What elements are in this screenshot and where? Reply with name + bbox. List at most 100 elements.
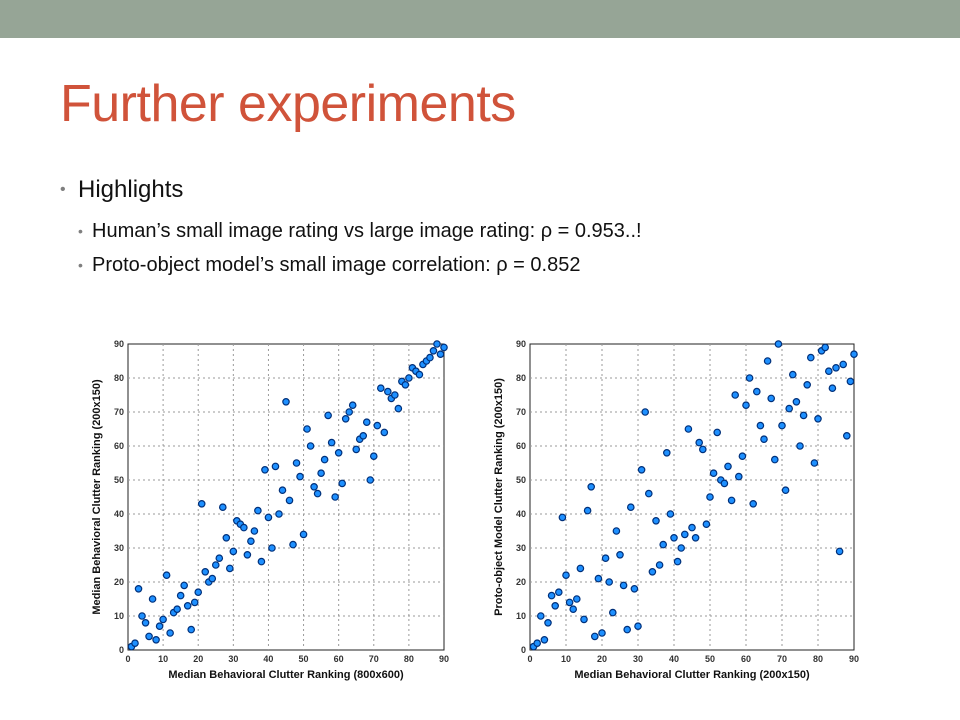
data-point: [774, 340, 783, 348]
data-point: [376, 384, 385, 393]
data-point: [187, 625, 196, 634]
y-tick-label: 10: [516, 611, 526, 621]
y-tick-label: 80: [516, 373, 526, 383]
data-point: [334, 449, 343, 457]
data-point: [731, 391, 740, 399]
data-point: [738, 452, 747, 461]
data-point: [770, 455, 779, 464]
data-point: [394, 404, 403, 413]
data-point: [138, 612, 146, 620]
data-point: [824, 367, 833, 376]
data-point: [681, 530, 689, 539]
data-point: [369, 452, 378, 461]
data-point: [785, 404, 794, 413]
data-point: [544, 618, 552, 627]
data-point: [612, 527, 621, 535]
x-axis-label: Median Behavioral Clutter Ranking (200x1…: [574, 669, 810, 681]
data-point: [264, 513, 273, 522]
data-point: [594, 574, 603, 583]
data-point: [616, 551, 624, 559]
data-point: [366, 476, 375, 484]
data-point: [641, 408, 650, 416]
data-point: [433, 340, 441, 348]
y-axis-label: Median Behavioral Clutter Ranking (200x1…: [91, 379, 103, 615]
data-point: [562, 571, 570, 580]
x-tick-label: 0: [527, 654, 532, 664]
data-point: [173, 605, 181, 614]
data-point: [767, 394, 776, 403]
data-point: [763, 357, 772, 365]
data-point: [623, 625, 632, 634]
data-point: [317, 469, 325, 478]
data-point: [352, 445, 361, 454]
data-point: [313, 489, 322, 498]
data-point: [814, 415, 822, 423]
sub-bullet-item: Human’s small image rating vs large imag…: [78, 214, 940, 248]
y-tick-label: 50: [114, 475, 124, 485]
data-point: [695, 438, 704, 447]
data-point: [835, 547, 844, 556]
y-tick-label: 20: [516, 577, 526, 587]
x-tick-label: 80: [404, 654, 414, 664]
data-point: [627, 503, 635, 512]
data-point: [533, 639, 542, 648]
data-point: [619, 581, 628, 590]
data-point: [292, 459, 301, 467]
data-point: [134, 585, 143, 593]
x-tick-label: 0: [125, 654, 130, 664]
data-point: [637, 466, 646, 474]
data-point: [440, 343, 448, 352]
data-point: [362, 418, 371, 427]
scatter-plots-figure: 0 10 20 30 40 50 60 70 80 90 0 10 20 30 40 50 60 70 80 90 Me…: [86, 336, 866, 688]
data-point: [799, 411, 808, 420]
data-point: [131, 639, 139, 648]
data-point: [540, 635, 549, 644]
x-tick-label: 30: [228, 654, 238, 664]
data-point: [197, 500, 206, 508]
data-point: [659, 540, 668, 549]
data-point: [208, 574, 217, 583]
x-axis-label: Median Behavioral Clutter Ranking (800x6…: [168, 669, 404, 681]
x-tick-label: 10: [561, 654, 571, 664]
data-point: [666, 510, 675, 518]
x-tick-label: 40: [669, 654, 679, 664]
data-point: [601, 554, 610, 563]
data-point: [842, 432, 851, 440]
data-point: [426, 353, 434, 362]
data-point: [749, 500, 758, 508]
sub-bullet-item: Proto-object model’s small image correla…: [78, 248, 940, 282]
y-tick-label: 90: [516, 339, 526, 349]
data-point: [271, 462, 280, 471]
data-point: [254, 506, 262, 515]
data-point: [591, 632, 599, 641]
data-point: [727, 496, 736, 505]
data-point: [555, 588, 563, 597]
y-tick-label: 40: [516, 509, 526, 519]
data-point: [415, 370, 424, 379]
data-point: [211, 561, 220, 569]
data-point: [536, 612, 545, 620]
data-point: [792, 398, 801, 406]
data-point: [609, 608, 617, 617]
data-point: [310, 483, 318, 491]
data-point: [222, 534, 231, 542]
data-point: [645, 489, 653, 498]
data-point: [558, 513, 567, 522]
data-point: [268, 544, 276, 552]
x-tick-label: 20: [597, 654, 607, 664]
data-point: [331, 493, 339, 501]
data-point: [655, 561, 664, 569]
y-tick-label: 0: [521, 645, 526, 655]
data-point: [583, 506, 592, 515]
x-tick-label: 60: [741, 654, 751, 664]
data-point: [547, 591, 556, 600]
data-point: [846, 377, 855, 386]
x-tick-label: 40: [263, 654, 273, 664]
data-point: [289, 540, 297, 549]
data-point: [756, 421, 765, 430]
data-point: [243, 551, 252, 559]
data-point: [338, 479, 346, 488]
scatter-plot-left: 0 10 20 30 40 50 60 70 80 90 0 10 20 30 40 50 60 70 80 90 Me…: [91, 339, 449, 681]
x-tick-label: 50: [705, 654, 715, 664]
y-axis-label: Proto-object Model Clutter Ranking (200x…: [493, 378, 505, 616]
